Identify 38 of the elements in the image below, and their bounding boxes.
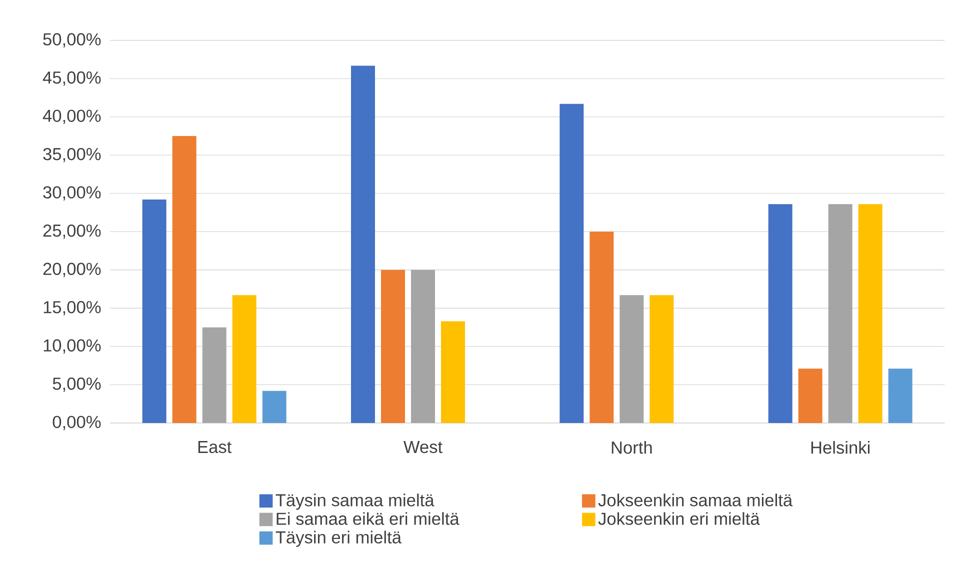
legend-label: Jokseenkin eri mieltä	[598, 512, 760, 525]
x-tick-label: East	[198, 441, 232, 454]
bar	[441, 321, 465, 423]
bar	[888, 368, 912, 423]
bar	[411, 270, 435, 423]
y-tick-label: 40,00%	[42, 110, 101, 124]
y-tick-label: 0,00%	[52, 416, 101, 430]
legend-label: Täysin eri mieltä	[276, 530, 402, 547]
y-tick-label: 35,00%	[43, 148, 101, 162]
x-tick-label: West	[404, 441, 442, 454]
y-tick-label: 50,00%	[43, 33, 101, 48]
bar	[202, 327, 226, 423]
legend-label: Täysin samaa mieltä	[276, 494, 434, 510]
bar	[381, 270, 405, 423]
y-tick-label: 15,00%	[44, 301, 101, 316]
legend-label: Jokseenkin samaa mieltä	[598, 494, 793, 506]
bar	[768, 204, 792, 423]
bar	[590, 232, 614, 423]
y-tick-label: 25,00%	[43, 224, 101, 239]
y-tick-label: 10,00%	[44, 339, 101, 354]
bar	[172, 136, 196, 423]
bar	[142, 200, 166, 423]
bar	[620, 295, 644, 423]
bar	[798, 368, 822, 423]
y-tick-label: 5,00%	[52, 378, 101, 392]
x-tick-label: Helsinki	[811, 441, 870, 454]
legend-label: Ei samaa eikä eri mieltä	[276, 512, 460, 525]
y-tick-label: 20,00%	[43, 262, 101, 278]
bar	[351, 66, 375, 423]
bar	[560, 104, 584, 423]
bar	[858, 204, 882, 423]
bar	[262, 390, 286, 423]
bar	[650, 295, 674, 423]
y-tick-label: 30,00%	[43, 186, 101, 201]
x-tick-label: North	[612, 441, 652, 454]
bar	[828, 204, 852, 423]
bar	[232, 295, 256, 423]
y-tick-label: 45,00%	[42, 71, 101, 86]
